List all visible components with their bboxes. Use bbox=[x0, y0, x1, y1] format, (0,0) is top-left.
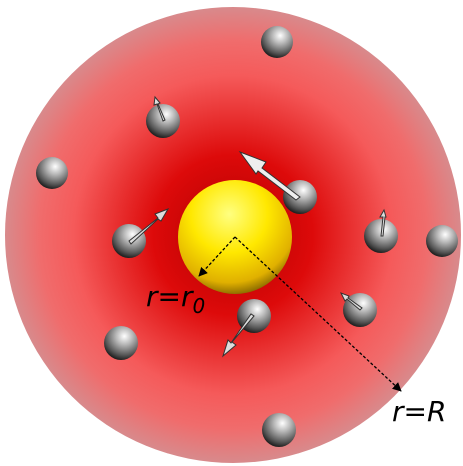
particle bbox=[36, 157, 68, 189]
inner-radius-line bbox=[198, 236, 236, 277]
outer-radius-line bbox=[234, 236, 402, 392]
velocity-arrows bbox=[128, 95, 387, 358]
velocity-arrow bbox=[238, 150, 301, 201]
outer-radius-label: r=R bbox=[392, 395, 446, 428]
particle bbox=[104, 326, 138, 360]
particle bbox=[261, 26, 293, 58]
velocity-arrow bbox=[222, 313, 255, 358]
inner-radius-subscript: 0 bbox=[192, 294, 205, 318]
inner-radius-text: r=r bbox=[146, 280, 194, 313]
velocity-arrow bbox=[339, 292, 363, 311]
particle bbox=[262, 413, 296, 447]
particle bbox=[426, 225, 458, 257]
velocity-arrow bbox=[128, 208, 170, 245]
inner-radius-label: r=r0 bbox=[146, 280, 205, 318]
velocity-arrow bbox=[379, 208, 387, 237]
velocity-arrow bbox=[153, 95, 166, 122]
